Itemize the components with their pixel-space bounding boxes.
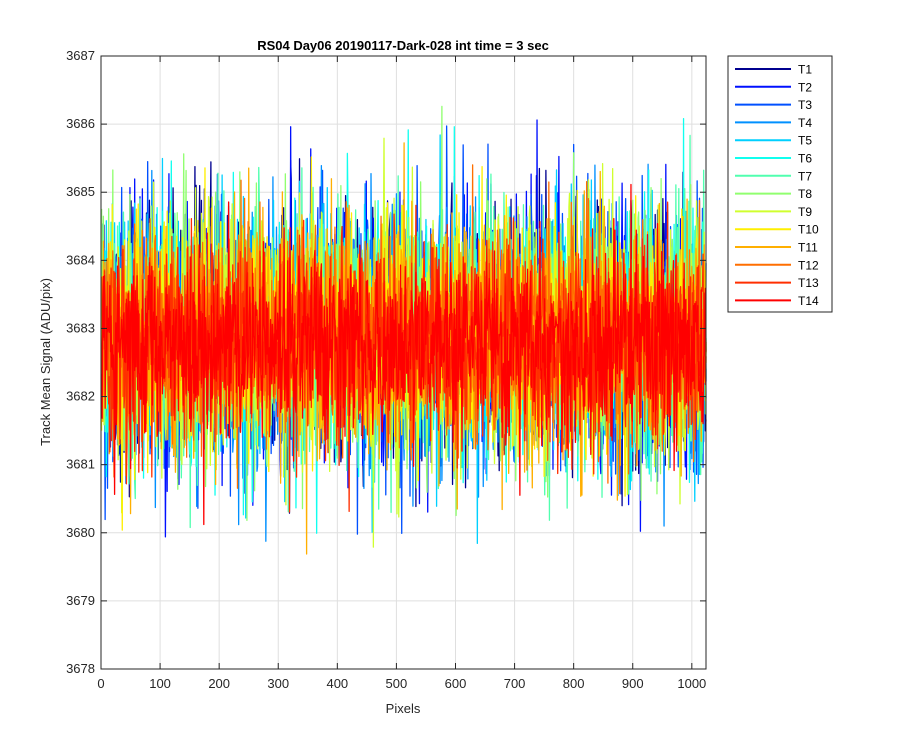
legend-label-t8: T8 (798, 187, 812, 201)
y-tick-label: 3679 (66, 593, 95, 608)
x-tick-label: 600 (445, 676, 467, 691)
x-tick-label: 0 (97, 676, 104, 691)
y-tick-label: 3687 (66, 48, 95, 63)
legend-label-t1: T1 (798, 63, 812, 77)
series-lines (100, 105, 707, 555)
y-tick-label: 3685 (66, 184, 95, 199)
legend-label-t6: T6 (798, 152, 812, 166)
y-tick-label: 3683 (66, 320, 95, 335)
x-axis-label: Pixels (386, 701, 421, 716)
legend-box (727, 55, 833, 313)
x-tick-label: 400 (326, 676, 348, 691)
legend-label-t7: T7 (798, 169, 812, 183)
y-axis-label: Track Mean Signal (ADU/pix) (38, 278, 53, 446)
axis-ticks: 0 100 200 300 400 500 600 700 800 900 1000 3678 3679… (66, 48, 706, 691)
x-tick-label: 900 (622, 676, 644, 691)
y-tick-label: 3680 (66, 525, 95, 540)
y-tick-label: 3682 (66, 389, 95, 404)
x-tick-label: 700 (504, 676, 526, 691)
x-tick-label: 200 (208, 676, 230, 691)
x-tick-label: 100 (149, 676, 171, 691)
legend: T1 T2 T3 T4 T5 T6 T7 T8 T9 T10 T11 T12 T13 T14 (727, 55, 833, 313)
plot-border (100, 55, 707, 670)
legend-label-t3: T3 (798, 98, 812, 112)
legend-label-t4: T4 (798, 116, 812, 130)
legend-label-t5: T5 (798, 134, 812, 148)
y-tick-label: 3678 (66, 661, 95, 676)
legend-label-t11: T11 (798, 241, 818, 255)
legend-label-t2: T2 (798, 80, 812, 94)
legend-label-t13: T13 (798, 276, 819, 290)
legend-label-t9: T9 (798, 205, 812, 219)
y-tick-label: 3681 (66, 457, 95, 472)
legend-label-t14: T14 (798, 294, 819, 308)
x-tick-label: 800 (563, 676, 585, 691)
legend-label-t10: T10 (798, 223, 819, 237)
chart-title: RS04 Day06 20190117-Dark-028 int time = … (257, 38, 549, 53)
y-tick-label: 3684 (66, 252, 95, 267)
legend-label-t12: T12 (798, 258, 819, 272)
x-tick-label: 1000 (677, 676, 706, 691)
series-line-t14 (100, 183, 707, 526)
x-tick-label: 300 (267, 676, 289, 691)
y-tick-label: 3686 (66, 116, 95, 131)
x-tick-label: 500 (386, 676, 408, 691)
